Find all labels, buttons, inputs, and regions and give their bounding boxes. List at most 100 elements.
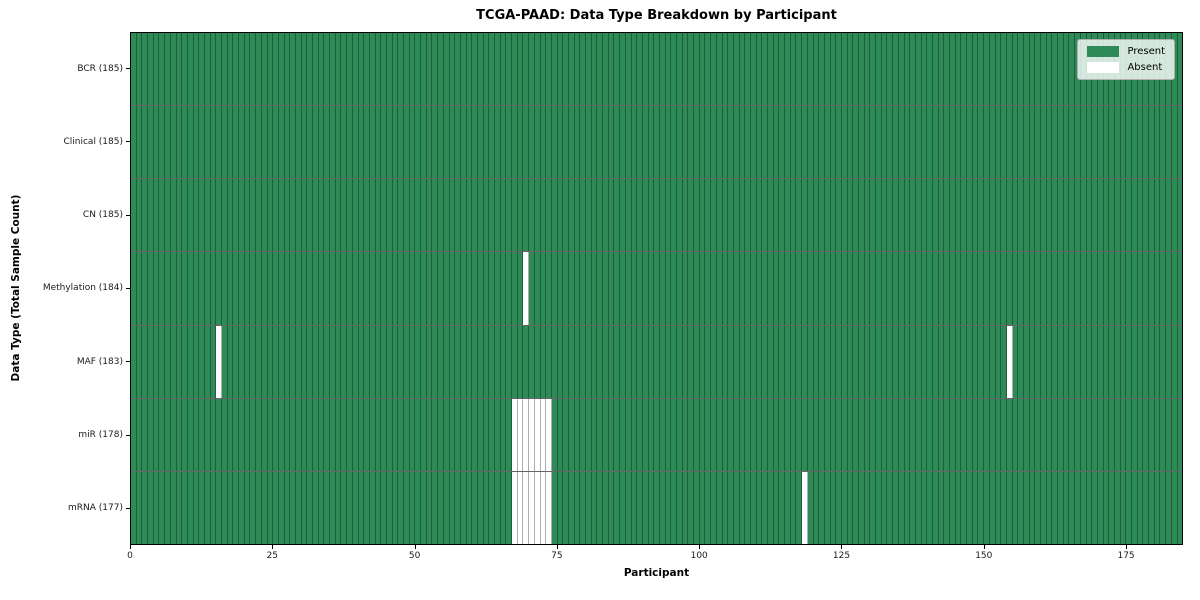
heatmap-cell (688, 252, 695, 325)
heatmap-cell (495, 33, 501, 106)
heatmap-cell (1166, 252, 1172, 325)
heatmap-cell (836, 325, 842, 398)
heatmap-cell (898, 179, 905, 252)
heatmap-cell (950, 106, 956, 179)
x-tick-mark (130, 545, 131, 549)
y-tick-label: Methylation (184) (42, 283, 123, 294)
heatmap-cell (165, 106, 171, 179)
heatmap-cell (546, 325, 552, 398)
heatmap-cell (631, 398, 638, 471)
heatmap-cell (472, 325, 478, 398)
heatmap-cell (591, 471, 598, 544)
heatmap-cell (608, 252, 615, 325)
heatmap-cell (364, 179, 370, 252)
heatmap-cell (1154, 106, 1161, 179)
heatmap-cell (1006, 106, 1013, 179)
heatmap-cell (1092, 252, 1098, 325)
heatmap-cell (159, 106, 166, 179)
heatmap-cell (1154, 471, 1161, 544)
y-tick-MAF: MAF (183) (0, 325, 130, 398)
heatmap-cell (455, 398, 461, 471)
heatmap-cell (688, 325, 695, 398)
heatmap-cell (290, 325, 296, 398)
heatmap-cell (1177, 106, 1183, 179)
heatmap-cell (677, 325, 683, 398)
heatmap-cell (495, 179, 501, 252)
heatmap-cell (836, 106, 842, 179)
heatmap-cell (415, 179, 422, 252)
heatmap-cell (170, 471, 177, 544)
heatmap-cell (813, 106, 820, 179)
heatmap-cell (489, 106, 495, 179)
heatmap-cell (1001, 398, 1007, 471)
heatmap-cell (358, 325, 365, 398)
heatmap-cell (591, 325, 598, 398)
heatmap-cell (1126, 106, 1132, 179)
heatmap-cell (671, 471, 677, 544)
heatmap-cell (335, 471, 342, 544)
heatmap-cell (859, 33, 865, 106)
heatmap-cell (944, 33, 950, 106)
heatmap-cell (733, 179, 740, 252)
heatmap-cell (409, 106, 416, 179)
heatmap-cell (222, 398, 228, 471)
heatmap-cell (460, 398, 467, 471)
heatmap-cell (984, 325, 990, 398)
heatmap-cell (398, 179, 404, 252)
heatmap-cell (165, 179, 171, 252)
heatmap-cell (182, 33, 188, 106)
heatmap-cell (694, 398, 700, 471)
heatmap-cell (1149, 325, 1155, 398)
heatmap-cell (1029, 33, 1036, 106)
heatmap-cell (1012, 33, 1019, 106)
heatmap-cell (625, 471, 632, 544)
heatmap-cell (1006, 471, 1013, 544)
heatmap-cell (967, 471, 973, 544)
heatmap-cell (967, 33, 973, 106)
heatmap-cell (870, 398, 877, 471)
heatmap-cell (529, 179, 535, 252)
heatmap-cell (222, 179, 228, 252)
heatmap-cell (1029, 179, 1036, 252)
heatmap-cell (773, 325, 780, 398)
heatmap-cell (950, 179, 956, 252)
heatmap-cell (984, 398, 990, 471)
heatmap-cell (603, 106, 609, 179)
heatmap-cell (1171, 179, 1178, 252)
heatmap-cell (1058, 106, 1064, 179)
heatmap-cell (352, 252, 359, 325)
heatmap-cell (779, 33, 786, 106)
heatmap-cell (1103, 179, 1110, 252)
heatmap-cell (1109, 252, 1115, 325)
heatmap-cell (881, 252, 888, 325)
x-tick-label: 175 (1117, 551, 1135, 561)
heatmap-cell (1086, 471, 1093, 544)
heatmap-cell (978, 179, 985, 252)
heatmap-cell (745, 325, 751, 398)
heatmap-cell (1012, 471, 1019, 544)
heatmap-cell (301, 471, 308, 544)
heatmap-cell (932, 33, 939, 106)
heatmap-cell (984, 252, 990, 325)
heatmap-cell (1177, 398, 1183, 471)
heatmap-cell (682, 471, 689, 544)
heatmap-cell (915, 33, 922, 106)
heatmap-cell (204, 179, 211, 252)
heatmap-cell (620, 398, 626, 471)
heatmap-cell (898, 252, 905, 325)
heatmap-cell (580, 398, 586, 471)
heatmap-cell (1012, 106, 1019, 179)
heatmap-cell (631, 325, 638, 398)
heatmap-cell (750, 398, 757, 471)
heatmap-cell (762, 471, 768, 544)
heatmap-cell (824, 252, 831, 325)
heatmap-cell (688, 398, 695, 471)
heatmap-cell (870, 471, 877, 544)
heatmap-cell (773, 398, 780, 471)
heatmap-cell (881, 398, 888, 471)
heatmap-cell (819, 325, 825, 398)
heatmap-cell (517, 33, 524, 106)
heatmap-cell (210, 106, 217, 179)
heatmap-cell (1097, 106, 1104, 179)
heatmap-cell (187, 471, 194, 544)
